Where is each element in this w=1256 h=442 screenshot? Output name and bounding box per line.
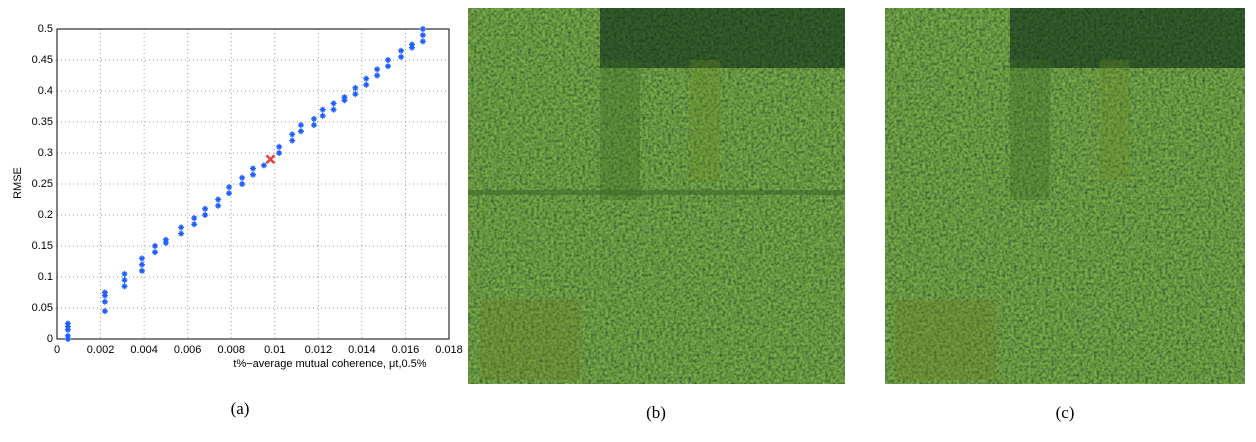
- point: [121, 277, 128, 284]
- point: [363, 75, 370, 82]
- x-tick-label: 0.006: [174, 344, 202, 356]
- y-tick-label: 0.35: [32, 116, 53, 128]
- point: [152, 243, 158, 249]
- point: [162, 239, 169, 246]
- point: [178, 224, 185, 231]
- point: [374, 66, 381, 73]
- point: [319, 106, 326, 113]
- point: [138, 267, 145, 274]
- y-tick-label: 0.1: [38, 271, 53, 283]
- point: [101, 308, 108, 315]
- point: [385, 57, 392, 63]
- point: [419, 38, 426, 45]
- point: [138, 255, 145, 262]
- point: [226, 190, 233, 197]
- x-tick-label: 0.004: [130, 344, 158, 356]
- point: [64, 332, 71, 339]
- x-tick-label: 0.01: [264, 344, 285, 356]
- point: [408, 44, 415, 51]
- caption: (a): [231, 399, 250, 418]
- point: [330, 100, 337, 107]
- point: [319, 112, 326, 119]
- point: [341, 94, 348, 101]
- point: [64, 336, 71, 342]
- y-tick-label: 0.3: [38, 147, 53, 159]
- point: [330, 106, 337, 113]
- point: [352, 91, 359, 98]
- point: [152, 249, 158, 256]
- caption: (c): [1056, 403, 1075, 422]
- point: [64, 323, 71, 330]
- point: [260, 162, 267, 169]
- axes-frame: [56, 28, 450, 340]
- point: [276, 143, 283, 150]
- y-tick-label: 0.2: [38, 209, 53, 221]
- point: [64, 326, 71, 333]
- x-tick-label: 0.012: [305, 344, 333, 356]
- point: [121, 283, 128, 290]
- point: [374, 72, 381, 79]
- image-c: [885, 8, 1245, 384]
- point: [202, 212, 209, 218]
- x-tick-label: 0.008: [217, 344, 245, 356]
- y-tick-label: 0: [47, 333, 53, 345]
- x-tick-label: 0: [54, 344, 60, 356]
- y-tick-label: 0.15: [32, 240, 53, 252]
- y-tick-label: 0.45: [32, 54, 53, 66]
- x-axis-label: t%−average mutual coherence, μt,0.5%: [233, 358, 426, 370]
- x-tick-label: 0.002: [87, 344, 115, 356]
- point: [398, 53, 405, 60]
- point: [398, 47, 405, 54]
- x-tick-label: 0.018: [435, 344, 463, 356]
- point: [202, 205, 209, 212]
- point: [276, 150, 283, 156]
- point: [178, 230, 185, 237]
- point: [250, 171, 256, 178]
- y-tick-label: 0.4: [38, 85, 53, 97]
- point: [138, 261, 145, 268]
- point: [101, 289, 108, 296]
- point: [341, 97, 348, 104]
- y-tick-label: 0.25: [32, 178, 53, 190]
- point: [121, 270, 128, 277]
- point: [310, 115, 317, 122]
- image-b: [468, 8, 845, 384]
- point: [226, 184, 233, 191]
- point: [363, 81, 370, 88]
- point: [385, 63, 392, 70]
- point: [310, 122, 317, 129]
- point: [419, 32, 426, 39]
- point: [250, 165, 256, 172]
- point: [419, 26, 426, 32]
- point: [101, 298, 108, 305]
- point: [191, 215, 198, 222]
- point: [297, 122, 304, 129]
- point: [215, 202, 222, 209]
- point: [64, 320, 71, 327]
- point: [265, 154, 276, 165]
- point: [162, 236, 169, 243]
- point: [297, 128, 304, 135]
- caption: (b): [646, 403, 666, 422]
- point: [289, 131, 296, 138]
- y-axis-label: RMSE: [12, 167, 24, 199]
- point: [191, 221, 198, 228]
- point: [289, 137, 296, 144]
- x-tick-label: 0.014: [348, 344, 376, 356]
- point: [101, 292, 108, 299]
- y-tick-label: 0.05: [32, 302, 53, 314]
- y-tick-label: 0.5: [38, 23, 53, 35]
- point: [239, 181, 246, 187]
- point: [215, 196, 222, 203]
- point: [239, 174, 246, 181]
- point: [408, 41, 415, 48]
- x-tick-label: 0.016: [392, 344, 420, 356]
- point: [352, 84, 359, 91]
